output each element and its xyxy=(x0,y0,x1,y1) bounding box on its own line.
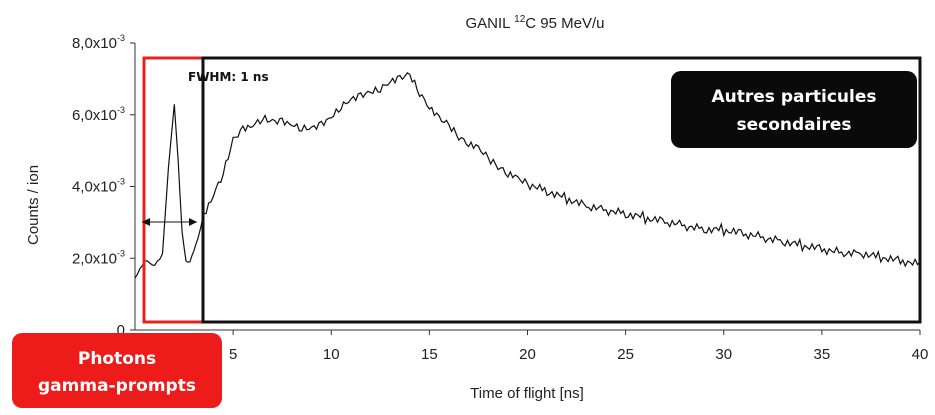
y-tick-label: 8,0x10-3 xyxy=(72,33,125,52)
fwhm-annotation: FWHM: 1 ns xyxy=(188,70,269,84)
x-tick-label: 30 xyxy=(715,346,732,363)
fwhm-marker xyxy=(142,218,197,226)
y-tick-label: 2,0x10-3 xyxy=(72,248,125,267)
secondary-callout: Autres particules secondaires xyxy=(671,71,917,148)
chart-title: GANIL 12C 95 MeV/u xyxy=(466,14,605,32)
gamma-callout-line1: Photons xyxy=(78,349,156,369)
chart-title-superscript: 12 xyxy=(514,14,526,25)
x-tick-label: 15 xyxy=(421,346,438,363)
x-tick-label: 35 xyxy=(814,346,831,363)
gamma-callout-line2: gamma-prompts xyxy=(38,376,196,396)
secondary-region-box xyxy=(201,56,922,324)
x-tick-label: 10 xyxy=(323,346,340,363)
y-tick-label: 4,0x10-3 xyxy=(72,177,125,196)
x-tick-label: 25 xyxy=(617,346,634,363)
series-line xyxy=(134,71,921,279)
x-tick-label: 20 xyxy=(519,346,536,363)
secondary-callout-line2: secondaires xyxy=(736,115,851,135)
y-ticks: 0 2,0x10-3 4,0x10-3 6,0x10-3 8,0x10-3 xyxy=(72,33,135,339)
x-tick-label: 5 xyxy=(229,346,237,363)
chart-title-main: GANIL xyxy=(466,15,515,32)
x-axis-label: Time of flight [ns] xyxy=(470,385,584,402)
x-tick-label: 40 xyxy=(912,346,929,363)
y-axis-label: Counts / ion xyxy=(25,165,42,245)
y-tick-label: 6,0x10-3 xyxy=(72,105,125,124)
gamma-callout: Photons gamma-prompts xyxy=(12,333,222,408)
x-ticks: 5 10 15 20 25 30 35 40 xyxy=(229,330,928,363)
y-tick-label: 0 xyxy=(117,322,125,339)
secondary-callout-line1: Autres particules xyxy=(712,87,877,107)
gamma-region-box xyxy=(142,56,205,324)
chart-title-rest: C 95 MeV/u xyxy=(525,15,604,32)
